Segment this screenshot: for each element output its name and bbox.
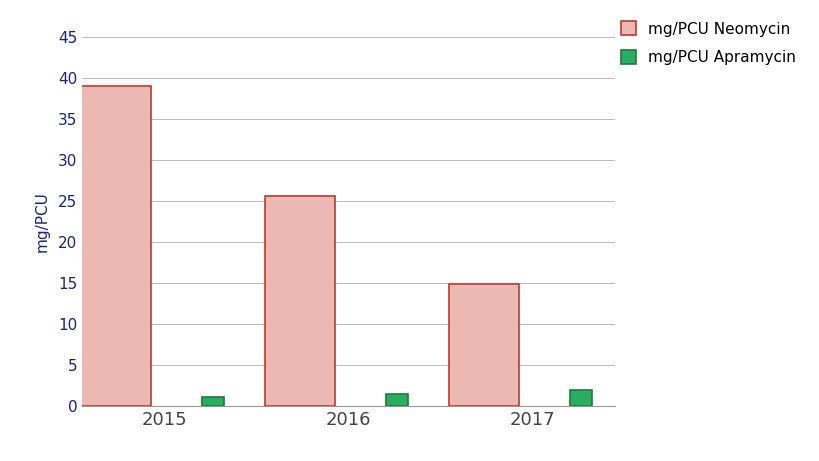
Y-axis label: mg/PCU: mg/PCU xyxy=(34,191,49,252)
Bar xyxy=(569,390,591,406)
Bar xyxy=(448,284,518,406)
Bar xyxy=(202,396,224,406)
Bar xyxy=(81,86,151,406)
Legend: mg/PCU Neomycin, mg/PCU Apramycin: mg/PCU Neomycin, mg/PCU Apramycin xyxy=(620,22,795,65)
Bar xyxy=(265,196,334,406)
Bar xyxy=(386,394,408,406)
